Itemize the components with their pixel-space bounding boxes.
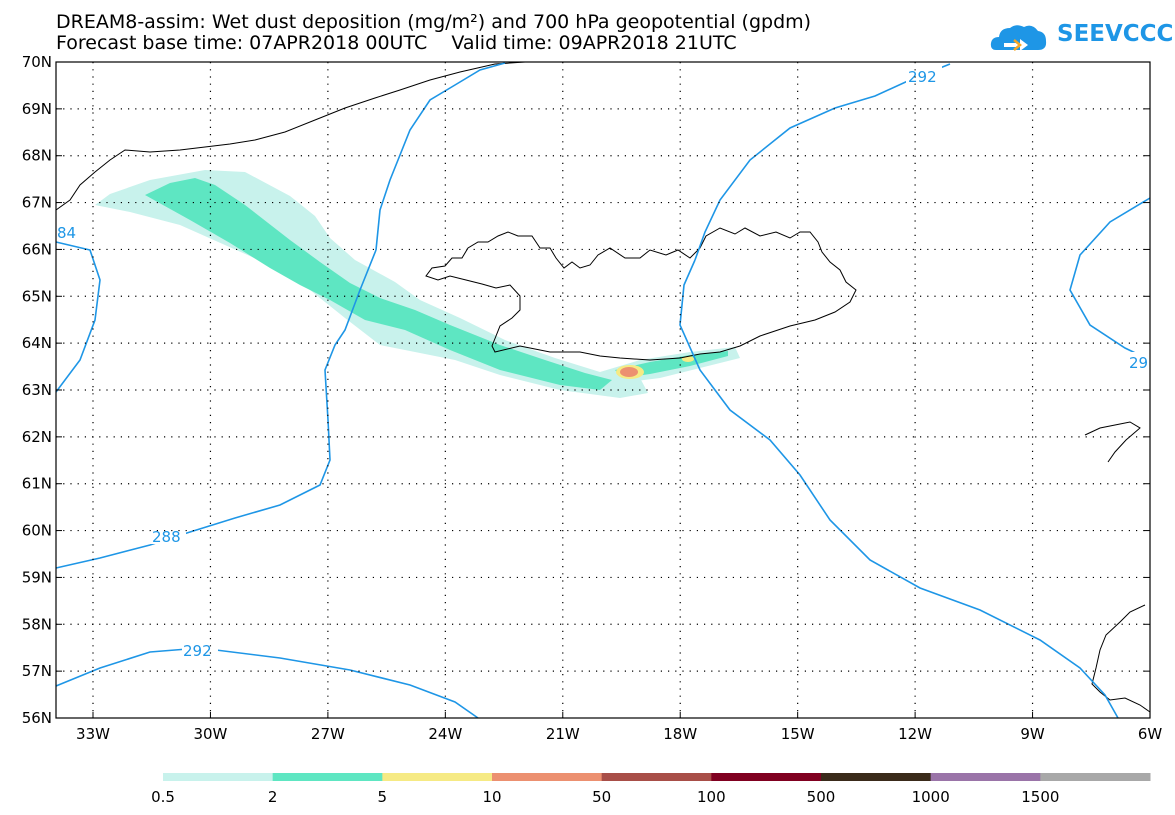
legend-label: 10	[482, 788, 501, 806]
lat-label: 64N	[22, 334, 52, 352]
lon-label: 6W	[1138, 725, 1163, 743]
contour-line-east	[679, 259, 1119, 719]
lat-label: 67N	[22, 194, 52, 212]
map-title: DREAM8-assim: Wet dust deposition (mg/m²…	[56, 11, 812, 33]
contour-label-bg	[1128, 352, 1150, 370]
contour-label-84: 84	[57, 224, 76, 242]
lat-label: 58N	[22, 615, 52, 633]
geopotential-contours	[55, 62, 1151, 719]
dust-deposition-fields	[95, 170, 740, 398]
contour-line-far-east	[1069, 197, 1151, 361]
contour-label-bg	[56, 222, 78, 240]
lat-label: 61N	[22, 475, 52, 493]
map-subtitle: Forecast base time: 07APR2018 00UTC Vali…	[56, 32, 737, 54]
legend-swatch	[492, 773, 603, 781]
deposition-2-field	[145, 178, 612, 390]
lon-label: 33W	[76, 725, 110, 743]
lat-label: 65N	[22, 287, 52, 305]
coastlines	[55, 61, 1151, 713]
legend-label: 2	[268, 788, 278, 806]
contour-label-292-south: 292	[183, 642, 212, 660]
lat-label: 56N	[22, 709, 52, 727]
lat-label: 60N	[22, 522, 52, 540]
lon-label: 21W	[546, 725, 580, 743]
lat-label: 66N	[22, 240, 52, 258]
deposition-10-field	[620, 367, 638, 377]
legend-label: 500	[807, 788, 836, 806]
legend-label: 5	[378, 788, 388, 806]
lat-label: 59N	[22, 568, 52, 586]
iceland-coastline	[425, 227, 857, 361]
legend-swatch	[930, 773, 1041, 781]
legend-swatch	[821, 773, 932, 781]
color-legend: 0.5 2 5 10 50 100 500 1000 1500	[151, 773, 1151, 806]
contour-line-292-north	[694, 63, 951, 261]
lon-label: 18W	[663, 725, 697, 743]
legend-label: 0.5	[151, 788, 175, 806]
lon-label: 30W	[193, 725, 227, 743]
legend-label: 1000	[912, 788, 950, 806]
contour-label-292-north: 292	[908, 68, 937, 86]
lat-label: 62N	[22, 428, 52, 446]
contour-labels: 292 84 29 288 292	[56, 66, 1150, 660]
scotland-coastline	[1091, 604, 1151, 713]
contour-label-bg	[182, 640, 218, 658]
contour-label-288: 288	[152, 528, 181, 546]
contour-label-bg	[150, 526, 186, 544]
greenland-coastline	[55, 61, 526, 211]
lat-label: 57N	[22, 662, 52, 680]
legend-swatch	[163, 773, 274, 781]
faroe-coastline	[1084, 421, 1141, 463]
cloud-arrow-icon	[990, 25, 1047, 51]
legend-label: 50	[592, 788, 611, 806]
contour-label-bg	[906, 66, 942, 84]
contour-label-29: 29	[1129, 354, 1148, 372]
legend-swatch	[272, 773, 383, 781]
contour-line-292-south	[55, 647, 479, 719]
lat-label: 70N	[22, 53, 52, 71]
lon-label: 24W	[428, 725, 462, 743]
lat-label: 63N	[22, 381, 52, 399]
longitude-labels: 33W 30W 27W 24W 21W 18W 15W 12W 9W 6W	[76, 725, 1162, 743]
lon-label: 12W	[898, 725, 932, 743]
lon-label: 15W	[781, 725, 815, 743]
map-frame	[55, 61, 1151, 719]
lon-label: 9W	[1020, 725, 1045, 743]
lat-label: 69N	[22, 100, 52, 118]
legend-swatch	[711, 773, 822, 781]
contour-line-central	[375, 62, 506, 251]
legend-label: 1500	[1021, 788, 1059, 806]
logo-text: SEEVCCC	[1057, 21, 1174, 47]
latitude-labels: 70N 69N 68N 67N 66N 65N 64N 63N 62N 61N 60N 59N 58N 5…	[22, 53, 52, 727]
legend-swatch	[1040, 773, 1151, 781]
legend-swatch	[382, 773, 493, 781]
legend-label: 100	[697, 788, 726, 806]
legend-swatch	[601, 773, 712, 781]
lon-label: 27W	[311, 725, 345, 743]
contour-line-west	[55, 241, 101, 393]
lat-label: 68N	[22, 147, 52, 165]
